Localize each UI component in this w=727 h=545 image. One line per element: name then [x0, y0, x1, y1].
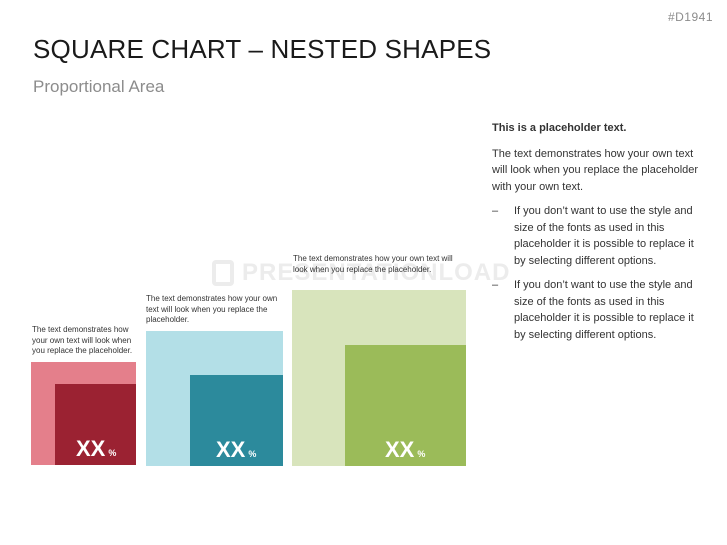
square-3-inner [345, 345, 466, 466]
square-3-value-number: XX [385, 437, 415, 462]
watermark: PRESENTATIONLOAD [212, 259, 510, 287]
bullet-dash-icon: – [492, 279, 499, 291]
page-title: SQUARE CHART – NESTED SHAPES [33, 34, 492, 64]
square-1-caption: The text demonstrates how your own text … [32, 325, 133, 355]
slide-id: #D1941 [667, 10, 713, 24]
square-2-value-unit: % [248, 449, 257, 459]
square-2-value: XX % [216, 437, 256, 463]
page-subtitle: Proportional Area [33, 77, 165, 96]
square-3-value: XX % [385, 437, 425, 463]
square-2-caption: The text demonstrates how your own text … [146, 294, 278, 324]
square-1-value-number: XX [76, 436, 106, 461]
square-1-value: XX % [76, 436, 116, 462]
bullet-text: If you don’t want to use the style and s… [514, 205, 694, 267]
text-panel-bullet: – If you don’t want to use the style and… [492, 203, 704, 269]
text-panel-bullet: – If you don’t want to use the style and… [492, 277, 704, 343]
watermark-text: PRESENTATIONLOAD [242, 259, 511, 286]
square-2-inner [190, 375, 283, 466]
square-1-inner [55, 384, 136, 465]
square-3-caption: The text demonstrates how your own text … [293, 254, 453, 274]
text-panel: This is a placeholder text. The text dem… [492, 120, 704, 351]
text-panel-paragraph: The text demonstrates how your own text … [492, 147, 699, 193]
square-1-value-unit: % [108, 448, 117, 458]
watermark-logo-icon [212, 260, 234, 286]
text-panel-heading: This is a placeholder text. [492, 122, 627, 134]
square-2-value-number: XX [216, 437, 246, 462]
bullet-text: If you don’t want to use the style and s… [514, 279, 694, 341]
bullet-dash-icon: – [492, 205, 499, 217]
square-3-value-unit: % [417, 449, 426, 459]
